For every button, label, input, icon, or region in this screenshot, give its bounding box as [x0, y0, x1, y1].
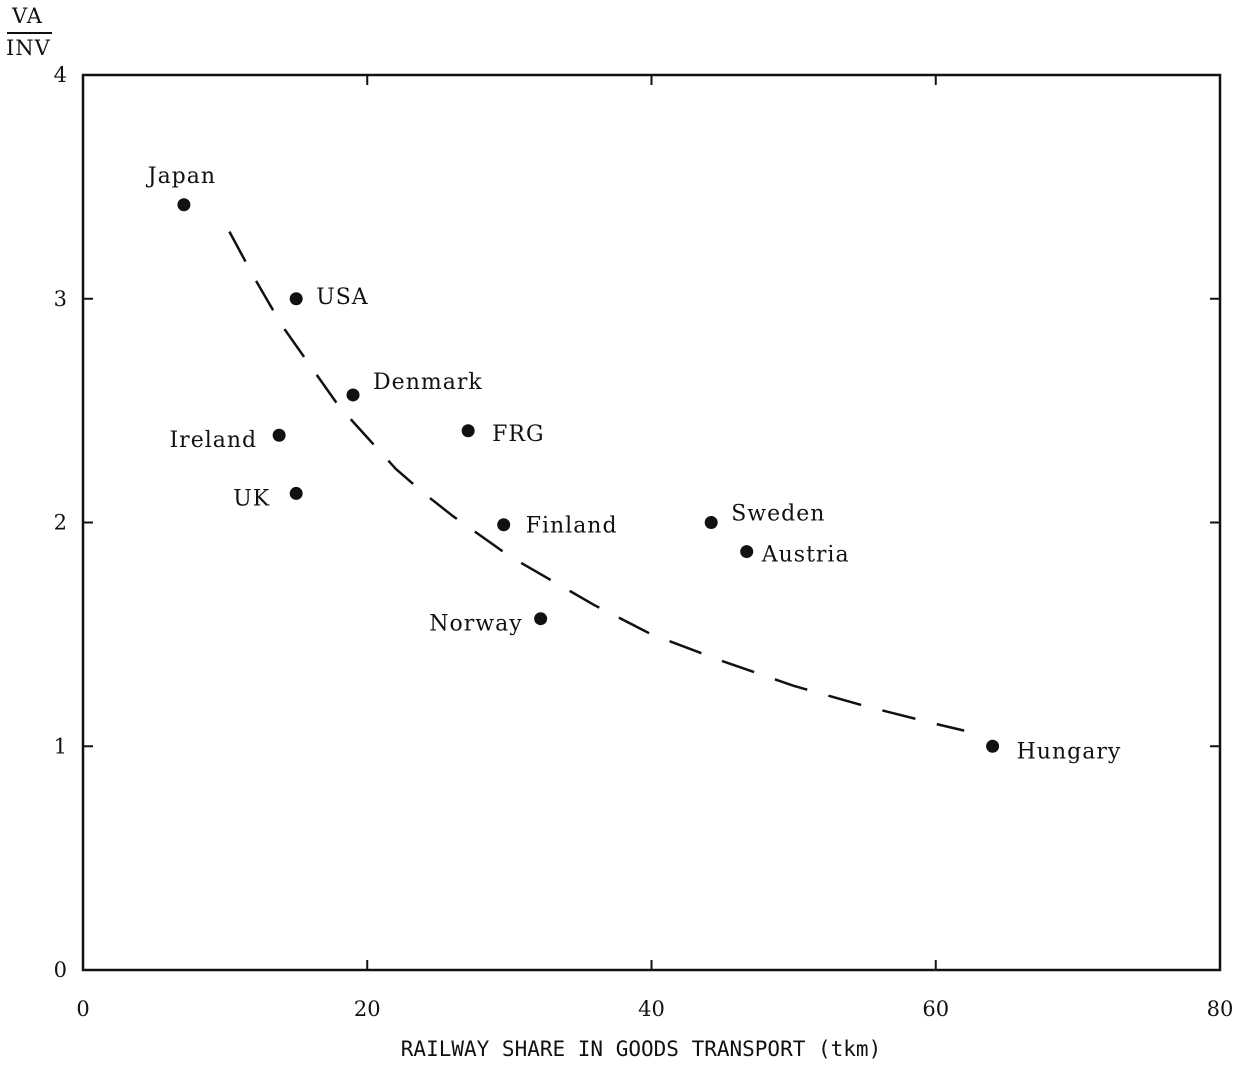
- plot-frame: [81, 73, 1222, 972]
- data-points: Japan USA Denmark Ireland FRG UK Finland Sweden…: [146, 164, 1122, 764]
- y-axis-title-denominator: INV: [6, 36, 51, 60]
- y-tick-label: 2: [54, 511, 67, 535]
- data-point-austria: [740, 545, 754, 559]
- point-label-japan: Japan: [146, 164, 216, 189]
- data-point-frg: [461, 424, 475, 438]
- data-point-denmark: [346, 388, 360, 402]
- x-tick-label: 20: [354, 997, 381, 1021]
- data-point-finland: [497, 518, 511, 532]
- point-label-denmark: Denmark: [373, 370, 483, 395]
- x-tick-label: 60: [922, 997, 949, 1021]
- point-label-sweden: Sweden: [731, 502, 825, 527]
- x-tick-label: 0: [76, 997, 89, 1021]
- point-label-hungary: Hungary: [1017, 739, 1122, 764]
- y-tick-label: 4: [54, 63, 67, 87]
- x-axis-title: RAILWAY SHARE IN GOODS TRANSPORT (tkm): [400, 1037, 882, 1061]
- y-tick-label: 0: [54, 958, 67, 982]
- data-point-sweden: [704, 516, 718, 529]
- axis-ticks: 0 20 40 60 80 0 1 2 3 4: [54, 63, 1234, 1021]
- point-label-austria: Austria: [761, 543, 850, 568]
- trend-curve: [228, 231, 965, 732]
- data-point-ireland: [272, 428, 286, 442]
- y-tick-label: 3: [54, 287, 67, 311]
- point-label-uk: UK: [233, 486, 270, 511]
- y-axis-title-fraction-bar: [7, 32, 52, 34]
- dashed-trend-line: [228, 231, 965, 732]
- point-label-norway: Norway: [429, 612, 522, 637]
- data-point-hungary: [986, 739, 1000, 753]
- y-axis-title-numerator: VA: [12, 4, 43, 28]
- point-label-frg: FRG: [492, 422, 544, 447]
- data-point-japan: [177, 198, 191, 212]
- data-point-norway: [534, 612, 548, 626]
- data-point-usa: [289, 292, 303, 306]
- point-label-finland: Finland: [526, 514, 618, 539]
- y-tick-label: 1: [54, 734, 67, 758]
- x-tick-label: 40: [638, 997, 665, 1021]
- point-label-usa: USA: [316, 285, 369, 310]
- x-tick-label: 80: [1207, 997, 1234, 1021]
- data-point-uk: [289, 486, 303, 500]
- plot-border: [81, 73, 1222, 972]
- point-label-ireland: Ireland: [169, 428, 257, 453]
